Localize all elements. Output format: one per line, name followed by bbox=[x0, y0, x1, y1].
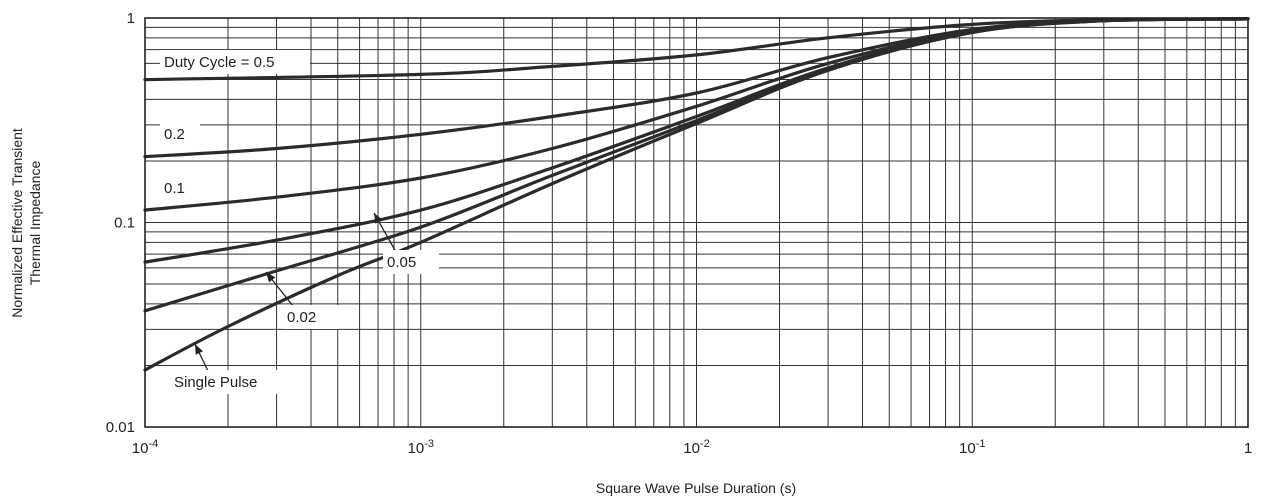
curve-label-0-1: 0.1 bbox=[160, 176, 200, 200]
curve-label-text: 0.2 bbox=[164, 126, 185, 143]
y-tick-label: 0.01 bbox=[106, 419, 135, 436]
curve-label-text: 0.1 bbox=[164, 180, 185, 197]
label-background bbox=[160, 50, 310, 74]
curve-label-single-pulse: Single Pulse bbox=[170, 343, 280, 394]
curve-label-duty-cycle-0-5: Duty Cycle = 0.5 bbox=[160, 50, 310, 74]
arrowhead-icon bbox=[195, 344, 203, 355]
y-tick-label: 1 bbox=[127, 10, 135, 27]
curve-label-0-05: 0.05 bbox=[373, 212, 439, 274]
grid bbox=[145, 18, 1248, 427]
arrowhead-icon bbox=[266, 272, 276, 283]
y-tick-label: 0.1 bbox=[114, 215, 135, 232]
y-axis-title-line-1: Normalized Effective Transient bbox=[9, 128, 25, 318]
arrowhead-icon bbox=[374, 213, 383, 224]
x-tick-label: 10-1 bbox=[959, 438, 985, 457]
x-tick-label: 10-3 bbox=[408, 438, 434, 457]
curve-label-text: Duty Cycle = 0.5 bbox=[164, 54, 274, 71]
label-background bbox=[283, 305, 339, 329]
plot-frame bbox=[144, 17, 1249, 428]
x-axis-title: Square Wave Pulse Duration (s) bbox=[596, 480, 796, 496]
label-background bbox=[160, 176, 200, 200]
x-tick-label: 10-4 bbox=[132, 438, 158, 457]
x-tick-label: 1 bbox=[1244, 440, 1252, 457]
y-axis-title-line-2: Thermal Impedance bbox=[27, 161, 43, 286]
curve-label-text: 0.02 bbox=[287, 309, 316, 326]
curve-label-0-02: 0.02 bbox=[265, 271, 339, 329]
x-tick-label: 10-2 bbox=[683, 438, 709, 457]
curve-single-pulse bbox=[143, 17, 1250, 372]
curve-label-text: Single Pulse bbox=[174, 374, 257, 391]
curves bbox=[143, 17, 1250, 372]
curve-labels: Duty Cycle = 0.5 0.2 0.1 0.05 0.02 Single Pul… bbox=[160, 50, 439, 394]
label-background bbox=[160, 122, 200, 146]
curve-label-0-2: 0.2 bbox=[160, 122, 200, 146]
tick-labels: 10-4 10-3 10-2 10-1 1 0.01 0.1 1 bbox=[106, 10, 1252, 457]
label-background bbox=[383, 250, 439, 274]
label-background bbox=[170, 370, 280, 394]
curve-label-text: 0.05 bbox=[387, 254, 416, 271]
